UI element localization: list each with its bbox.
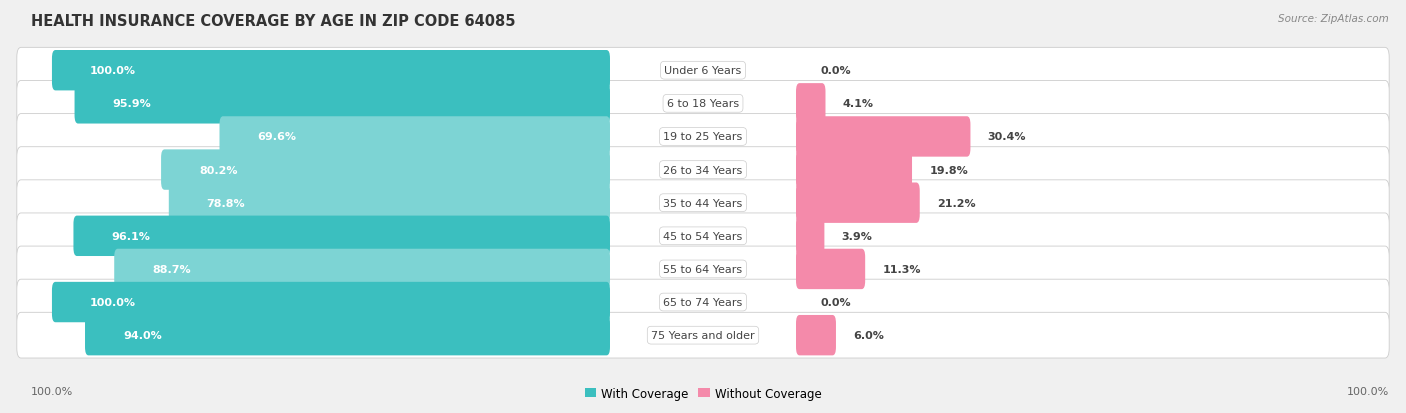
Text: 21.2%: 21.2%	[936, 198, 976, 208]
Text: HEALTH INSURANCE COVERAGE BY AGE IN ZIP CODE 64085: HEALTH INSURANCE COVERAGE BY AGE IN ZIP …	[31, 14, 516, 29]
Text: 0.0%: 0.0%	[820, 66, 851, 76]
Text: 100.0%: 100.0%	[90, 66, 136, 76]
Text: 96.1%: 96.1%	[111, 231, 150, 241]
Text: 26 to 34 Years: 26 to 34 Years	[664, 165, 742, 175]
Text: Under 6 Years: Under 6 Years	[665, 66, 741, 76]
Text: 78.8%: 78.8%	[207, 198, 245, 208]
FancyBboxPatch shape	[796, 216, 824, 256]
Text: 55 to 64 Years: 55 to 64 Years	[664, 264, 742, 274]
FancyBboxPatch shape	[75, 84, 610, 124]
FancyBboxPatch shape	[17, 280, 1389, 325]
Text: 75 Years and older: 75 Years and older	[651, 330, 755, 340]
FancyBboxPatch shape	[219, 117, 610, 157]
FancyBboxPatch shape	[17, 313, 1389, 358]
Text: 6.0%: 6.0%	[853, 330, 884, 340]
Text: 6 to 18 Years: 6 to 18 Years	[666, 99, 740, 109]
Text: 0.0%: 0.0%	[820, 297, 851, 307]
FancyBboxPatch shape	[796, 150, 912, 190]
FancyBboxPatch shape	[52, 282, 610, 323]
FancyBboxPatch shape	[796, 84, 825, 124]
Text: 19 to 25 Years: 19 to 25 Years	[664, 132, 742, 142]
Legend: With Coverage, Without Coverage: With Coverage, Without Coverage	[579, 382, 827, 404]
Text: 35 to 44 Years: 35 to 44 Years	[664, 198, 742, 208]
Text: 4.1%: 4.1%	[842, 99, 873, 109]
Text: 100.0%: 100.0%	[90, 297, 136, 307]
Text: 11.3%: 11.3%	[883, 264, 921, 274]
Text: 45 to 54 Years: 45 to 54 Years	[664, 231, 742, 241]
Text: 100.0%: 100.0%	[31, 387, 73, 396]
FancyBboxPatch shape	[796, 183, 920, 223]
FancyBboxPatch shape	[796, 249, 865, 290]
FancyBboxPatch shape	[17, 48, 1389, 94]
FancyBboxPatch shape	[796, 315, 837, 356]
Text: Source: ZipAtlas.com: Source: ZipAtlas.com	[1278, 14, 1389, 24]
FancyBboxPatch shape	[73, 216, 610, 256]
FancyBboxPatch shape	[84, 315, 610, 356]
FancyBboxPatch shape	[17, 180, 1389, 226]
FancyBboxPatch shape	[17, 147, 1389, 193]
FancyBboxPatch shape	[52, 51, 610, 91]
Text: 80.2%: 80.2%	[200, 165, 238, 175]
FancyBboxPatch shape	[17, 247, 1389, 292]
FancyBboxPatch shape	[796, 117, 970, 157]
Text: 30.4%: 30.4%	[987, 132, 1026, 142]
FancyBboxPatch shape	[162, 150, 610, 190]
Text: 3.9%: 3.9%	[842, 231, 873, 241]
Text: 95.9%: 95.9%	[112, 99, 152, 109]
Text: 94.0%: 94.0%	[122, 330, 162, 340]
FancyBboxPatch shape	[17, 81, 1389, 127]
Text: 69.6%: 69.6%	[257, 132, 297, 142]
FancyBboxPatch shape	[17, 214, 1389, 259]
FancyBboxPatch shape	[169, 183, 610, 223]
Text: 65 to 74 Years: 65 to 74 Years	[664, 297, 742, 307]
Text: 19.8%: 19.8%	[929, 165, 967, 175]
Text: 100.0%: 100.0%	[1347, 387, 1389, 396]
Text: 88.7%: 88.7%	[152, 264, 191, 274]
FancyBboxPatch shape	[114, 249, 610, 290]
FancyBboxPatch shape	[17, 114, 1389, 160]
